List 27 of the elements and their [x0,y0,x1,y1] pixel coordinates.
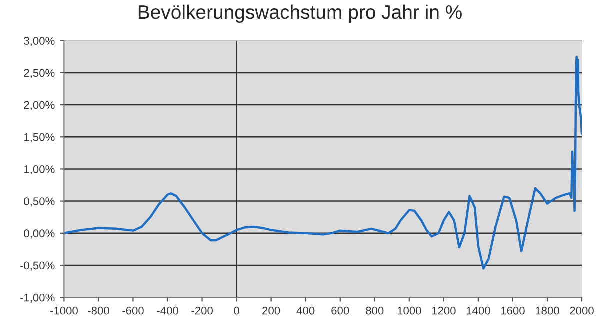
x-tick-label: 1800 [536,306,560,315]
line-series [64,56,582,270]
x-tick-label: 400 [296,306,315,315]
y-tick-label: -0,50% [20,262,55,271]
x-tick-label: 600 [332,306,350,315]
x-tick-label: 2000 [570,306,594,315]
chart-title: Bevölkerungswachstum pro Jahr in % [138,4,462,24]
x-tick-label: 1400 [466,306,490,315]
y-tick-label: 0,00% [24,230,55,239]
x-tick-label: -200 [192,306,213,315]
x-tick-label: 0 [234,306,240,315]
y-tick-label: -1,00% [20,294,55,304]
x-tick-label: -400 [157,306,178,315]
y-tick-label: 2,00% [24,101,55,110]
x-tick-label: 1600 [501,306,525,315]
y-tick-label: 2,50% [24,69,55,78]
x-tick-label: -600 [122,306,144,315]
y-tick-label: 1,00% [24,165,55,175]
x-tick-label: 800 [366,306,384,315]
y-tick-label: 3,00% [24,37,55,46]
x-tick-label: -1000 [50,306,78,315]
x-tick-label: 1200 [432,306,456,315]
x-tick-label: -800 [88,306,110,315]
x-tick-label: 200 [262,306,280,315]
x-tick-label: 1000 [398,306,422,315]
y-tick-label: 0,50% [24,198,55,207]
y-tick-label: 1,50% [24,133,55,143]
